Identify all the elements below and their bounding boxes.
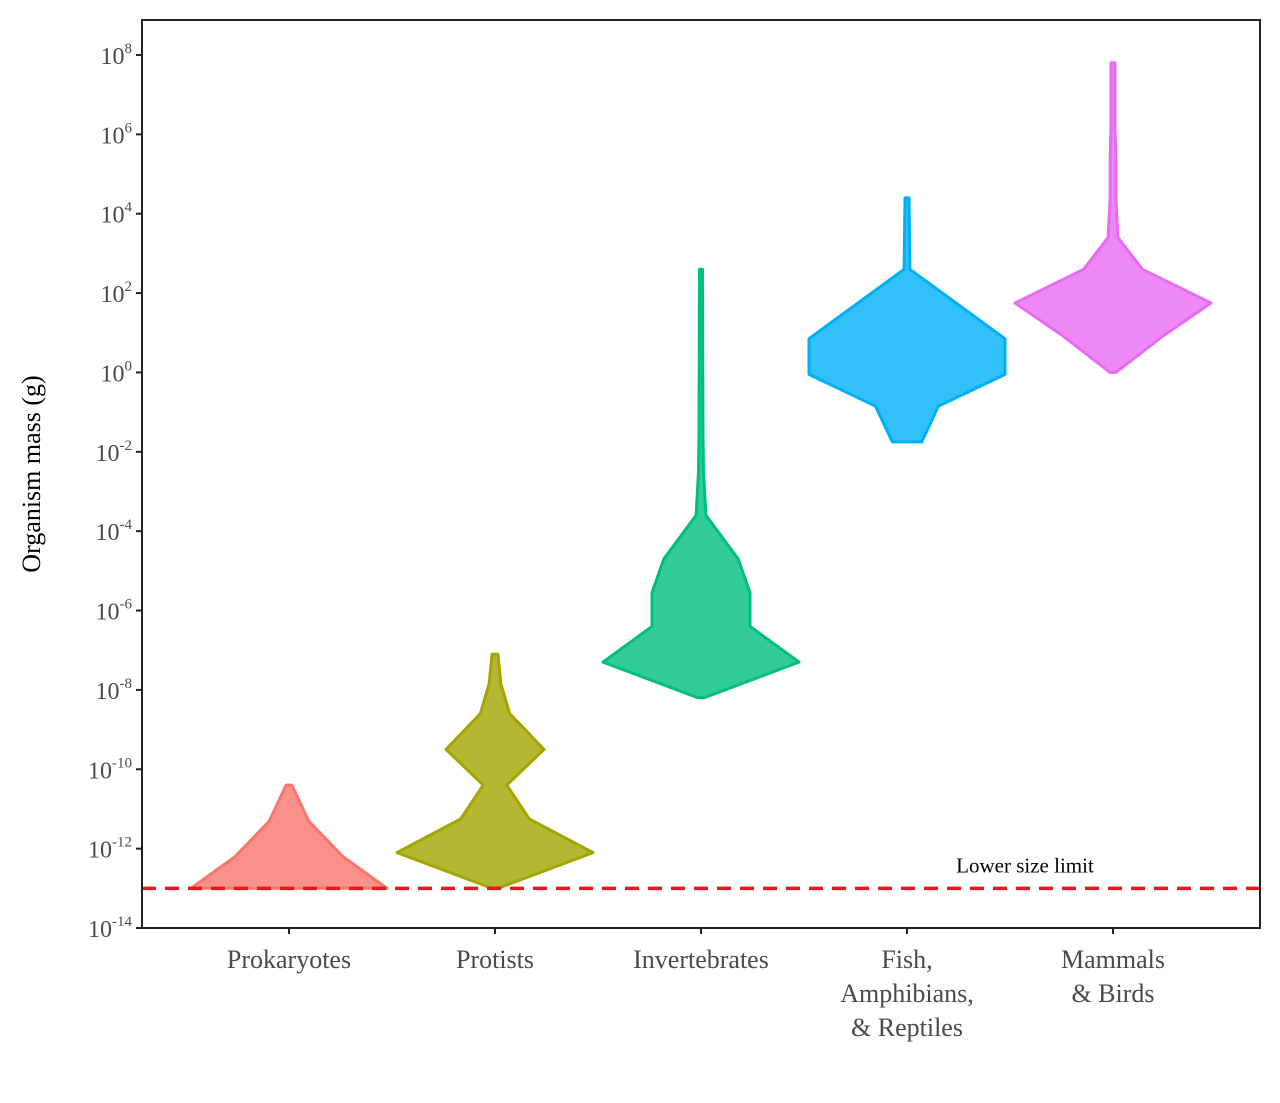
x-tick-label: Protists	[456, 945, 534, 974]
y-tick-label: 104	[101, 200, 133, 229]
violins-layer	[189, 61, 1213, 890]
violin-prokaryotes	[189, 783, 389, 890]
reference-line-label: Lower size limit	[956, 853, 1094, 877]
y-tick-label: 10-10	[88, 755, 132, 784]
violin-invertebrates	[601, 267, 801, 700]
x-tick-label: Prokaryotes	[227, 945, 351, 974]
y-tick-label: 10-2	[96, 438, 133, 467]
violin-fish-amphibians-reptiles	[807, 196, 1007, 444]
violin-protists	[395, 652, 595, 890]
violin-mammals-birds	[1013, 61, 1213, 374]
y-tick-label: 10-14	[88, 914, 132, 943]
y-tick-label: 102	[101, 279, 133, 308]
y-tick-label: 100	[101, 358, 133, 387]
x-tick-label: Fish, Amphibians, & Reptiles	[840, 945, 974, 1042]
x-axis: Prokaryotes Protists Invertebrates Fish, Amp…	[227, 928, 1165, 1042]
y-axis-label: Organism mass (g)	[17, 375, 46, 572]
y-tick-label: 108	[101, 41, 133, 70]
y-tick-label: 10-12	[88, 835, 132, 864]
y-tick-label: 10-8	[96, 676, 133, 705]
y-tick-label: 10-4	[96, 517, 133, 546]
x-tick-label: Mammals & Birds	[1061, 945, 1165, 1008]
y-axis: 108 106 104 102 100 10-2 10-4 10-6 10-8 10-10 10-1…	[88, 41, 142, 943]
y-tick-label: 106	[101, 120, 133, 149]
y-tick-label: 10-6	[96, 597, 133, 626]
x-tick-label: Invertebrates	[633, 945, 769, 974]
